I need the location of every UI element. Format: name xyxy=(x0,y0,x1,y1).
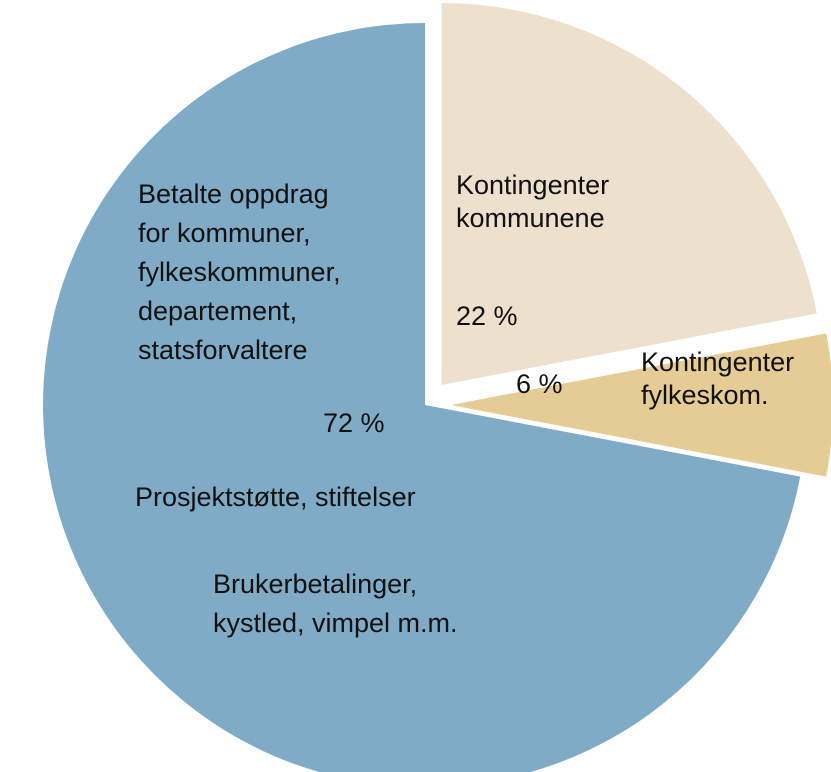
slice-label-line: for kommuner, xyxy=(138,218,311,248)
slice-label-betalte-oppdrag: Betalte oppdrag for kommuner, fylkeskomm… xyxy=(138,179,348,365)
slice-label-line: kommunene xyxy=(456,203,605,233)
pie-slices xyxy=(43,2,831,772)
pie-slice-2 xyxy=(451,333,831,477)
pie-slice-3 xyxy=(43,23,801,772)
slice-label-line: statsforvaltere xyxy=(138,335,308,365)
slice-label-line: Betalte oppdrag xyxy=(138,179,329,209)
slice-value-fylkeskom: 6 % xyxy=(516,369,563,399)
slice-value-kommunene: 22 % xyxy=(456,301,518,331)
slice-label-line: fylkeskom. xyxy=(641,380,769,410)
slice-label-kommunene: Kontingenter kommunene xyxy=(456,170,617,233)
slice-label-line: Kontingenter xyxy=(456,170,609,200)
slice-label-line: kystled, vimpel m.m. xyxy=(213,608,458,638)
slice-label-fylkeskom: Kontingenter fylkeskom. xyxy=(641,347,802,410)
slice-label-line: Kontingenter xyxy=(641,347,794,377)
slice-label-line: departement, xyxy=(138,296,297,326)
slice-label-prosjektstotte: Prosjektstøtte, stiftelser xyxy=(135,482,416,512)
slice-label-line: fylkeskommuner, xyxy=(138,257,341,287)
slice-label-line: Brukerbetalinger, xyxy=(213,569,417,599)
slice-label-brukerbetalinger: Brukerbetalinger, kystled, vimpel m.m. xyxy=(213,569,458,638)
slice-value-betalte-oppdrag: 72 % xyxy=(323,408,385,438)
pie-slice-1 xyxy=(441,2,817,385)
